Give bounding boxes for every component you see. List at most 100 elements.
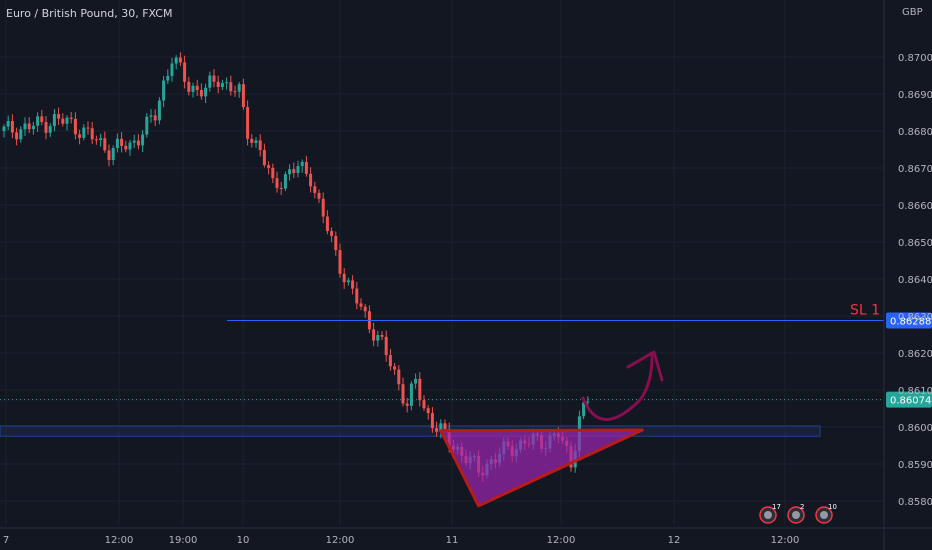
candle bbox=[405, 397, 409, 413]
candle bbox=[120, 132, 124, 153]
calendar-icon[interactable]: 10 bbox=[815, 503, 837, 524]
candle bbox=[409, 381, 413, 411]
candle bbox=[111, 145, 115, 166]
candle-body bbox=[229, 82, 233, 92]
candle bbox=[292, 162, 296, 179]
candle bbox=[15, 127, 19, 146]
candle-body bbox=[212, 75, 216, 82]
x-tick-label: 12:00 bbox=[547, 535, 576, 546]
candle-body bbox=[271, 167, 275, 179]
candle bbox=[388, 348, 392, 371]
calendar-icon[interactable]: 2 bbox=[787, 503, 805, 524]
x-tick-label: 11 bbox=[446, 535, 459, 546]
candle bbox=[220, 79, 224, 90]
candle-body bbox=[304, 161, 308, 174]
candle bbox=[99, 133, 103, 147]
candle-body bbox=[178, 57, 182, 63]
candle bbox=[199, 83, 203, 100]
candle-body bbox=[334, 235, 338, 251]
candle bbox=[65, 115, 69, 131]
candle bbox=[69, 111, 73, 124]
candle-body bbox=[187, 81, 191, 92]
candle bbox=[90, 121, 94, 145]
candle bbox=[435, 421, 439, 437]
candle-body bbox=[132, 140, 136, 143]
x-tick-label: 19:00 bbox=[169, 535, 198, 546]
candle bbox=[359, 298, 363, 311]
candle-body bbox=[330, 231, 334, 236]
candle-body bbox=[40, 116, 44, 123]
candle-body bbox=[241, 84, 245, 108]
candle-body bbox=[36, 116, 40, 126]
candle bbox=[330, 227, 334, 242]
x-tick-label: 12 bbox=[668, 535, 681, 546]
candle bbox=[191, 82, 195, 98]
candle-body bbox=[23, 123, 27, 130]
candle-body bbox=[52, 114, 56, 127]
triangle-pattern[interactable] bbox=[439, 428, 644, 508]
flag-uk-icon[interactable]: 17 bbox=[759, 503, 781, 524]
candle-body bbox=[355, 288, 359, 304]
candle bbox=[27, 117, 31, 134]
support-zone[interactable] bbox=[0, 425, 821, 437]
event-count: 10 bbox=[828, 503, 837, 511]
candle bbox=[258, 134, 262, 157]
candle-body bbox=[120, 138, 124, 146]
candle bbox=[153, 109, 157, 126]
candle bbox=[430, 407, 434, 433]
candle bbox=[52, 109, 56, 132]
candle-body bbox=[342, 273, 346, 283]
candle-body bbox=[338, 250, 342, 274]
candle-body bbox=[115, 138, 119, 149]
candle bbox=[10, 114, 14, 139]
y-tick-label: 0.85800 bbox=[898, 497, 932, 508]
candle-body bbox=[27, 123, 31, 130]
candle bbox=[418, 372, 422, 407]
candle bbox=[246, 100, 250, 146]
symbol-title: Euro / British Pound, 30, FXCM bbox=[6, 7, 172, 20]
candle bbox=[237, 81, 241, 98]
candle bbox=[23, 117, 27, 136]
current-price-tag-text: 0.86074 bbox=[890, 396, 931, 407]
candle bbox=[162, 75, 166, 108]
candle bbox=[426, 405, 430, 420]
sl-label: SL 1 bbox=[850, 302, 880, 318]
candle-body bbox=[393, 366, 397, 370]
candle-body bbox=[61, 118, 65, 124]
candle-body bbox=[157, 100, 161, 121]
candle-body bbox=[174, 57, 178, 64]
candle-body bbox=[225, 82, 229, 84]
candle bbox=[233, 85, 237, 97]
candle-body bbox=[372, 329, 376, 341]
x-tick-label: 10 bbox=[237, 535, 250, 546]
support-zone-layer bbox=[0, 425, 821, 437]
candle-body bbox=[439, 423, 443, 432]
candle-body bbox=[136, 140, 140, 146]
candle-body bbox=[254, 140, 258, 143]
candle bbox=[317, 189, 321, 203]
candle bbox=[254, 137, 258, 148]
candle-body bbox=[435, 428, 439, 432]
candle-body bbox=[149, 115, 153, 117]
candle bbox=[376, 330, 380, 347]
candle-body bbox=[183, 62, 187, 82]
candle bbox=[31, 121, 35, 135]
candle bbox=[300, 159, 304, 173]
candle-body bbox=[346, 280, 350, 283]
time-axis[interactable]: 7 12:00 19:00 10 12:00 11 12:00 12 12:00 bbox=[0, 527, 932, 546]
candle-body bbox=[325, 216, 329, 232]
candle bbox=[136, 134, 140, 150]
candle bbox=[204, 83, 208, 104]
candle-body bbox=[103, 138, 107, 151]
candle-body bbox=[262, 150, 266, 166]
candle-body bbox=[380, 335, 384, 337]
candle bbox=[216, 75, 220, 94]
projection-arrow[interactable] bbox=[581, 354, 654, 421]
